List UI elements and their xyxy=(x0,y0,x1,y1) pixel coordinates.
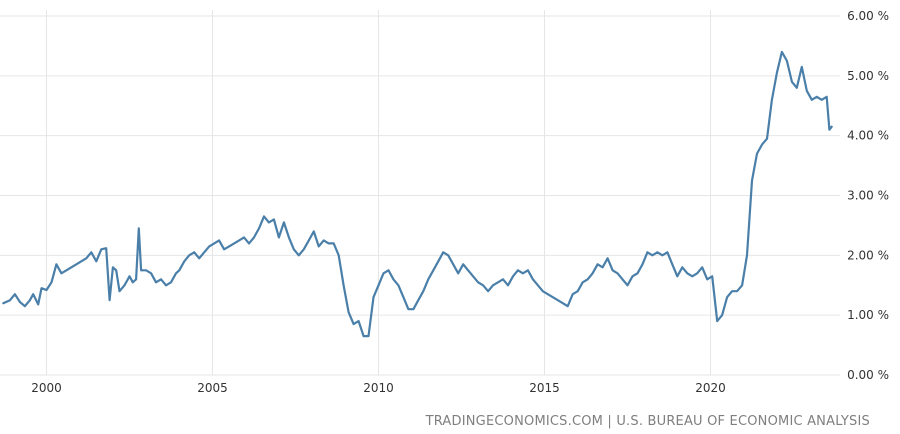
y-axis-ticks: 0.00 % 1.00 % 2.00 % 3.00 % 4.00 % 5.00 % 6.00… xyxy=(847,9,889,382)
x-tick-label: 2005 xyxy=(197,381,228,395)
series-line xyxy=(2,50,833,338)
y-tick-label: 0.00 % xyxy=(847,368,889,382)
x-tick-label: 2020 xyxy=(695,381,726,395)
gridlines xyxy=(0,10,840,376)
y-tick-label: 3.00 % xyxy=(847,189,889,203)
y-tick-label: 6.00 % xyxy=(847,9,889,23)
y-tick-label: 1.00 % xyxy=(847,308,889,322)
source-attribution: TRADINGECONOMICS.COM | U.S. BUREAU OF EC… xyxy=(425,414,870,429)
x-tick-label: 2000 xyxy=(31,381,62,395)
y-tick-label: 5.00 % xyxy=(847,69,889,83)
y-tick-label: 4.00 % xyxy=(847,129,889,143)
series-layer xyxy=(2,50,833,338)
x-axis-ticks: 2000 2005 2010 2015 2020 xyxy=(31,381,726,395)
y-tick-label: 2.00 % xyxy=(847,248,889,262)
x-tick-label: 2015 xyxy=(529,381,560,395)
x-tick-label: 2010 xyxy=(363,381,394,395)
